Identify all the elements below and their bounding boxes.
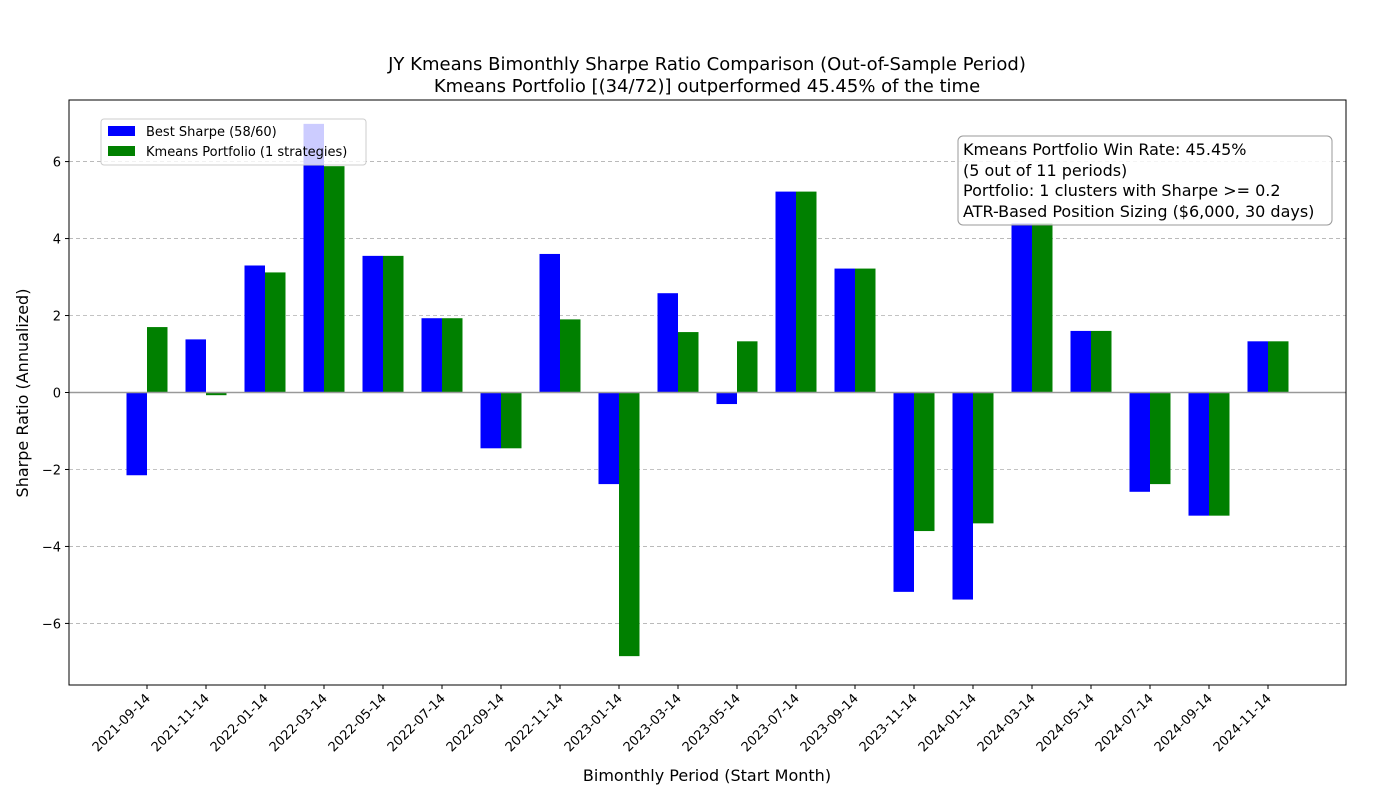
x-tick-label: 2024-03-14 xyxy=(975,691,1039,755)
bar-kmeans-portfolio-2024-01-14 xyxy=(973,392,994,524)
legend-label-kmeans-portfolio: Kmeans Portfolio (1 strategies) xyxy=(146,145,347,160)
bar-best-sharpe-2022-11-14 xyxy=(539,253,560,393)
y-axis-ticks: −6 −4 −2 0 2 4 6 xyxy=(42,156,69,632)
bar-kmeans-portfolio-2021-09-14 xyxy=(147,327,168,393)
bar-kmeans-portfolio-2023-09-14 xyxy=(855,268,876,393)
chart-title-line2: Kmeans Portfolio [(34/72)] outperformed … xyxy=(434,76,980,97)
y-tick-label: −4 xyxy=(42,540,61,555)
x-tick-label: 2022-03-14 xyxy=(267,691,331,755)
bar-best-sharpe-2024-03-14 xyxy=(1011,223,1032,393)
bar-best-sharpe-2022-07-14 xyxy=(421,318,442,393)
x-tick-label: 2023-11-14 xyxy=(857,691,921,755)
legend-box xyxy=(100,118,367,166)
bar-kmeans-portfolio-2023-11-14 xyxy=(914,392,935,532)
chart-title-line1: JY Kmeans Bimonthly Sharpe Ratio Compari… xyxy=(387,54,1026,75)
x-tick-label: 2024-07-14 xyxy=(1093,691,1157,755)
annotation-line-3: Portfolio: 1 clusters with Sharpe >= 0.2 xyxy=(963,181,1281,200)
y-tick-label: 4 xyxy=(53,233,61,248)
y-tick-label: 2 xyxy=(53,310,61,325)
bar-best-sharpe-2023-07-14 xyxy=(775,191,796,393)
bar-best-sharpe-2024-05-14 xyxy=(1070,330,1091,393)
bar-kmeans-portfolio-2024-03-14 xyxy=(1032,223,1053,393)
x-tick-label: 2023-03-14 xyxy=(621,691,685,755)
annotation-line-2: (5 out of 11 periods) xyxy=(963,161,1127,180)
bar-best-sharpe-2022-05-14 xyxy=(362,255,383,393)
win-rate-annotation: Kmeans Portfolio Win Rate: 45.45% (5 out… xyxy=(957,135,1333,226)
x-tick-label: 2024-09-14 xyxy=(1152,691,1216,755)
bar-kmeans-portfolio-2024-05-14 xyxy=(1091,330,1112,393)
x-tick-label: 2023-07-14 xyxy=(739,691,803,755)
bar-best-sharpe-2023-05-14 xyxy=(716,392,737,405)
x-tick-label: 2022-09-14 xyxy=(444,691,508,755)
bar-kmeans-portfolio-2024-11-14 xyxy=(1268,341,1289,393)
bar-kmeans-portfolio-2022-11-14 xyxy=(560,319,581,393)
x-axis-label: Bimonthly Period (Start Month) xyxy=(583,766,831,785)
x-tick-label: 2022-05-14 xyxy=(326,691,390,755)
bar-best-sharpe-2024-01-14 xyxy=(952,392,973,600)
bar-best-sharpe-2024-09-14 xyxy=(1188,392,1209,516)
bar-kmeans-portfolio-2024-09-14 xyxy=(1209,392,1230,516)
annotation-line-4: ATR-Based Position Sizing ($6,000, 30 da… xyxy=(963,202,1314,221)
bar-best-sharpe-2022-01-14 xyxy=(244,265,265,393)
x-tick-label: 2024-01-14 xyxy=(916,691,980,755)
x-tick-label: 2022-07-14 xyxy=(385,691,449,755)
x-tick-label: 2023-05-14 xyxy=(680,691,744,755)
bar-best-sharpe-2023-11-14 xyxy=(893,392,914,592)
x-tick-label: 2021-11-14 xyxy=(149,691,213,755)
bar-kmeans-portfolio-2024-07-14 xyxy=(1150,392,1171,485)
legend-label-best-sharpe: Best Sharpe (58/60) xyxy=(146,125,277,140)
x-tick-label: 2022-01-14 xyxy=(208,691,272,755)
bar-best-sharpe-2022-03-14 xyxy=(303,123,324,393)
x-tick-label: 2023-01-14 xyxy=(562,691,626,755)
annotation-line-1: Kmeans Portfolio Win Rate: 45.45% xyxy=(963,140,1247,159)
y-tick-label: −6 xyxy=(42,617,61,632)
bar-kmeans-portfolio-2023-01-14 xyxy=(619,392,640,657)
legend-swatch-best-sharpe xyxy=(108,126,135,136)
bar-kmeans-portfolio-2023-05-14 xyxy=(737,341,758,393)
bar-kmeans-portfolio-2022-05-14 xyxy=(383,255,404,393)
bar-best-sharpe-2023-01-14 xyxy=(598,392,619,485)
x-tick-label: 2021-09-14 xyxy=(90,691,154,755)
x-tick-label: 2023-09-14 xyxy=(798,691,862,755)
bar-best-sharpe-2023-03-14 xyxy=(657,293,678,393)
bar-best-sharpe-2021-09-14 xyxy=(126,392,147,476)
x-axis-ticks: 2021-09-142021-11-142022-01-142022-03-14… xyxy=(90,685,1275,755)
bar-best-sharpe-2021-11-14 xyxy=(185,339,206,393)
bar-kmeans-portfolio-2022-07-14 xyxy=(442,318,463,393)
y-tick-label: −2 xyxy=(42,463,61,478)
bar-kmeans-portfolio-2022-01-14 xyxy=(265,272,286,393)
bar-best-sharpe-2024-11-14 xyxy=(1247,341,1268,393)
y-tick-label: 6 xyxy=(53,156,61,171)
bar-best-sharpe-2023-09-14 xyxy=(834,268,855,393)
bar-kmeans-portfolio-2021-11-14 xyxy=(206,392,227,396)
legend: Best Sharpe (58/60) Kmeans Portfolio (1 … xyxy=(100,118,367,166)
bar-kmeans-portfolio-2023-03-14 xyxy=(678,332,699,393)
bar-kmeans-portfolio-2022-09-14 xyxy=(501,392,522,449)
bars xyxy=(126,123,1289,657)
annotation-box xyxy=(957,135,1333,226)
bar-kmeans-portfolio-2022-03-14 xyxy=(324,166,345,393)
y-axis-label: Sharpe Ratio (Annualized) xyxy=(13,289,32,498)
bar-kmeans-portfolio-2023-07-14 xyxy=(796,191,817,393)
x-tick-label: 2022-11-14 xyxy=(503,691,567,755)
x-tick-label: 2024-05-14 xyxy=(1034,691,1098,755)
y-tick-label: 0 xyxy=(53,387,61,402)
x-tick-label: 2024-11-14 xyxy=(1211,691,1275,755)
bar-best-sharpe-2022-09-14 xyxy=(480,392,501,449)
bar-best-sharpe-2024-07-14 xyxy=(1129,392,1150,492)
legend-swatch-kmeans-portfolio xyxy=(108,146,135,156)
